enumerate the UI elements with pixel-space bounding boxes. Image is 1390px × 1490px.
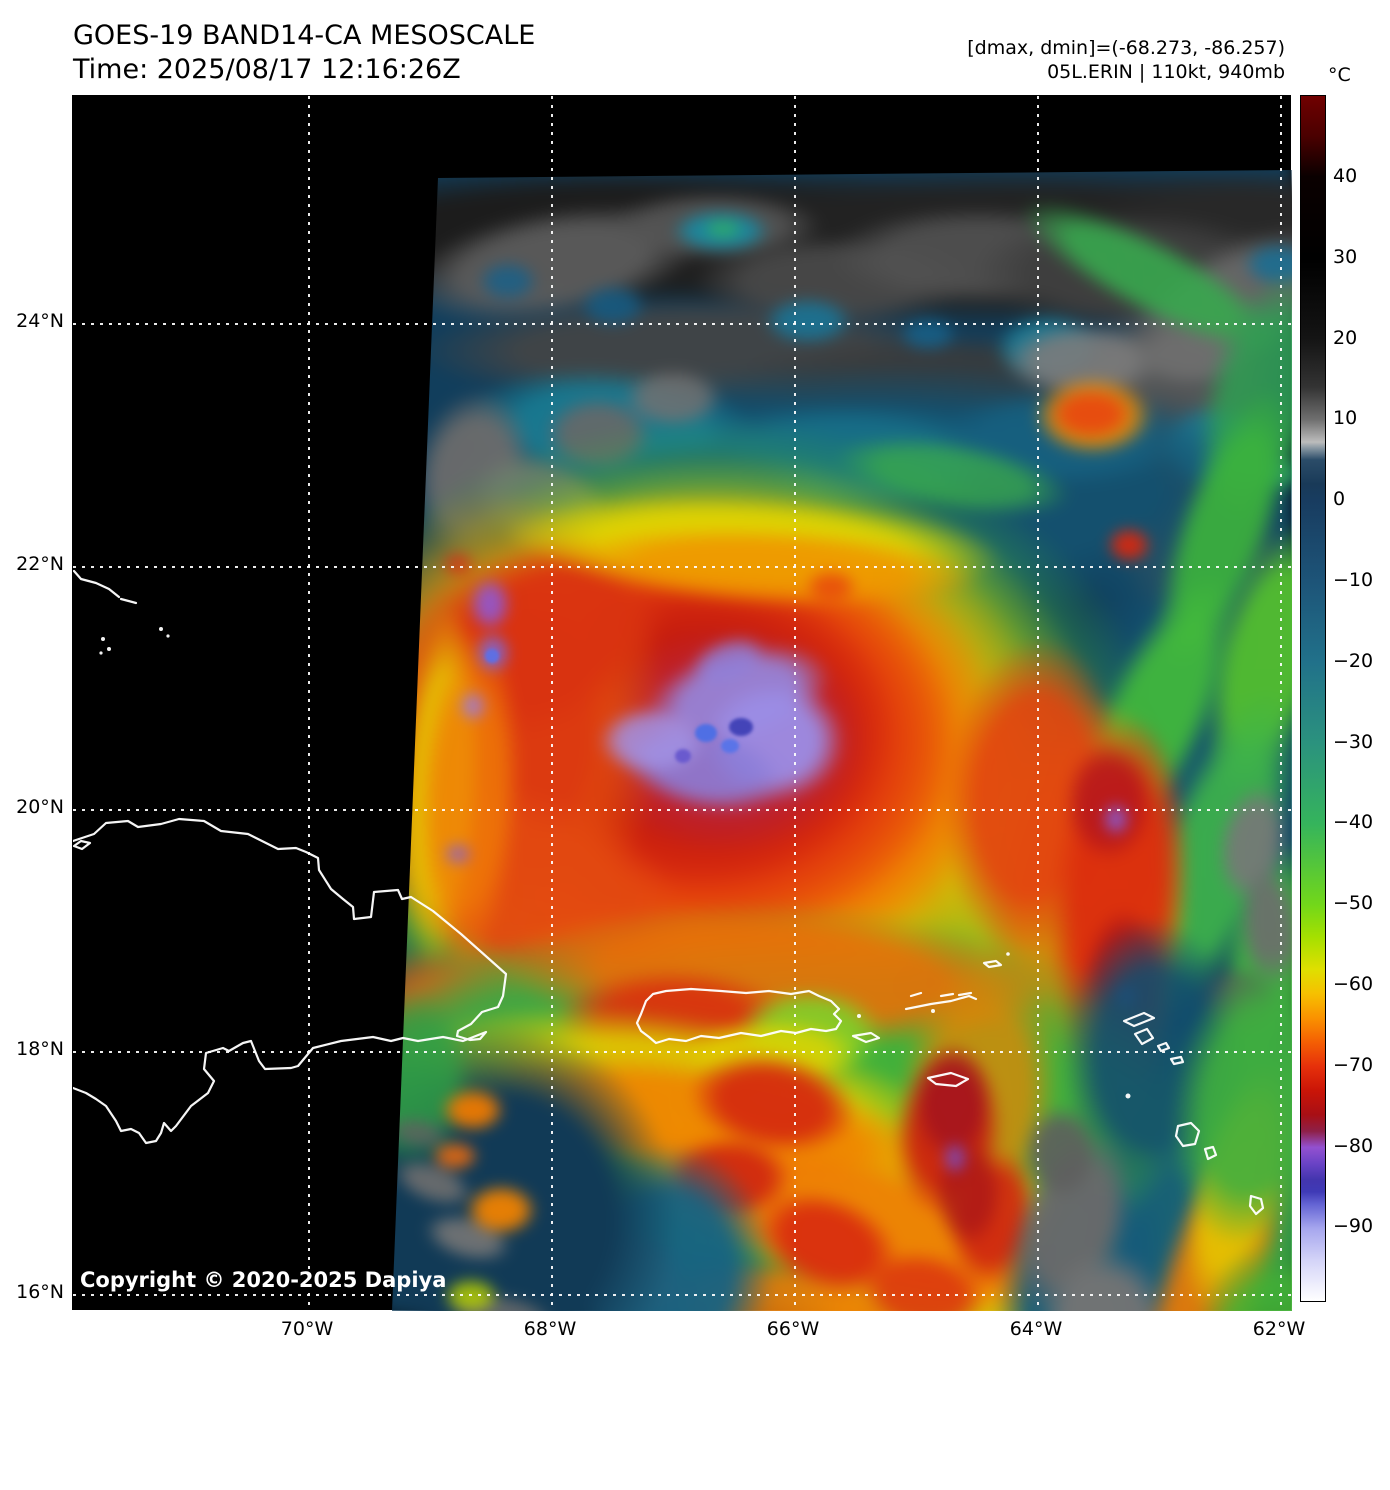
lon-tick-label: 66°W [766, 1318, 820, 1340]
lon-tick-label: 68°W [523, 1318, 577, 1340]
gridline-70w [308, 96, 311, 1311]
coastline-st-croix [926, 1071, 970, 1088]
coastline-anguilla [1122, 1011, 1156, 1028]
cloud-blob [444, 843, 472, 865]
islet-dot [1006, 952, 1010, 956]
colorbar-tick-label: 0 [1333, 488, 1346, 511]
colorbar-tick-label: −90 [1333, 1215, 1374, 1238]
cloud-blob [943, 1142, 967, 1174]
colorbar-tick-label: −10 [1333, 569, 1374, 591]
cloud-blob [1023, 1105, 1099, 1201]
coastline-hispaniola [73, 817, 508, 1145]
coastline-antigua [1174, 1121, 1201, 1148]
colorbar-tick-label: −20 [1333, 649, 1374, 672]
figure-canvas: { "header": { "title_line1": "GOES-19 BA… [16, 20, 1374, 1340]
cloud-blob [465, 1184, 537, 1236]
coastline-vieques [851, 1031, 881, 1044]
cloud-blob [442, 552, 474, 576]
coastline-barbuda [1169, 1055, 1185, 1066]
gridline-66w [794, 96, 797, 1311]
cloud-blob [805, 570, 857, 602]
cloud-blob [598, 706, 708, 776]
lat-tick-label: 24°N [16, 310, 64, 332]
page-title: GOES-19 BAND14-CA MESOSCALE [73, 20, 536, 51]
coastline-overlay [73, 569, 1265, 1216]
overshooting-top-speck [485, 649, 499, 663]
temperature-colorbar [1300, 95, 1326, 1302]
cloud-blob [1064, 742, 1154, 862]
overshooting-top-speck [675, 749, 691, 763]
cloud-blob [763, 297, 853, 345]
cloud-blob [579, 284, 647, 328]
cloud-blob [460, 691, 486, 721]
lon-tick-label: 62°W [1252, 1318, 1306, 1340]
coastline-tortuga [73, 839, 92, 851]
gridline-62w [1280, 96, 1283, 1311]
satellite-map-panel [72, 95, 1292, 1311]
coastline-anegada [982, 959, 1003, 969]
gridline-18n [73, 1051, 1292, 1054]
coastline-turks-caicos [73, 569, 138, 605]
islet-dot [107, 647, 111, 651]
coastline-virgin-islands [904, 991, 978, 1011]
colorbar-tick-label: −80 [1333, 1134, 1374, 1157]
timestamp-label: Time: 2025/08/17 12:16:26Z [73, 54, 461, 85]
coastline-st-barth [1156, 1041, 1171, 1053]
storm-info-label: 05L.ERIN | 110kt, 940mb [1047, 61, 1285, 83]
gridline-68w [551, 96, 554, 1311]
overshooting-top-speck [695, 724, 717, 742]
colorbar-tick-label: −40 [1333, 811, 1374, 834]
colorbar-tick-label: −60 [1333, 973, 1374, 995]
colorbar-tick-label: −70 [1333, 1053, 1374, 1076]
cloud-blob [1103, 803, 1129, 835]
gridline-22n [73, 566, 1292, 569]
cloud-blob [1049, 388, 1133, 440]
gridline-64w [1037, 96, 1040, 1311]
lat-tick-label: 16°N [16, 1281, 64, 1303]
gridline-24n [73, 323, 1292, 326]
colorbar-unit-label: °C [1328, 64, 1351, 86]
islet-dot [857, 1014, 861, 1018]
cloud-blob [1107, 527, 1151, 563]
overshooting-top-speck [729, 718, 753, 736]
colorbar-tick-label: 40 [1333, 165, 1358, 187]
islet-dot [931, 1009, 935, 1013]
cold-pixel-layer [392, 170, 1290, 1309]
lat-tick-label: 20°N [16, 796, 64, 818]
colorbar-tick-label: 20 [1333, 326, 1358, 349]
coastline-st-martin [1133, 1027, 1155, 1046]
cloud-blob [431, 1141, 479, 1171]
copyright-watermark: Copyright © 2020-2025 Dapiya [80, 1268, 447, 1292]
islet-dot [101, 637, 105, 641]
gridline-16n [73, 1294, 1292, 1297]
overshooting-top-speck [721, 739, 739, 753]
lon-tick-label: 70°W [280, 1318, 334, 1340]
dmax-dmin-label: [dmax, dmin]=(-68.273, -86.257) [967, 37, 1285, 59]
lat-tick-label: 22°N [16, 553, 64, 575]
islet-dot [99, 651, 103, 655]
colorbar-tick-label: −30 [1333, 730, 1374, 753]
islet-dot [159, 627, 163, 631]
lat-tick-label: 18°N [16, 1038, 64, 1060]
cloud-blob [478, 261, 538, 301]
coastline-puerto-rico [635, 987, 843, 1045]
cloud-blob [703, 220, 743, 238]
lon-tick-label: 64°W [1009, 1318, 1063, 1340]
cloud-blob [441, 1088, 505, 1132]
gridline-20n [73, 809, 1292, 812]
coastline-montserrat [1203, 1145, 1218, 1161]
colorbar-tick-label: −50 [1333, 892, 1374, 915]
coastline-guadeloupe [1248, 1194, 1265, 1216]
islet-dot [1125, 1093, 1131, 1099]
cloud-blob [470, 578, 510, 630]
cloud-blob [898, 316, 958, 352]
colorbar-tick-label: 10 [1333, 407, 1358, 430]
islet-dot [166, 634, 170, 638]
colorbar-tick-label: 30 [1333, 245, 1358, 268]
